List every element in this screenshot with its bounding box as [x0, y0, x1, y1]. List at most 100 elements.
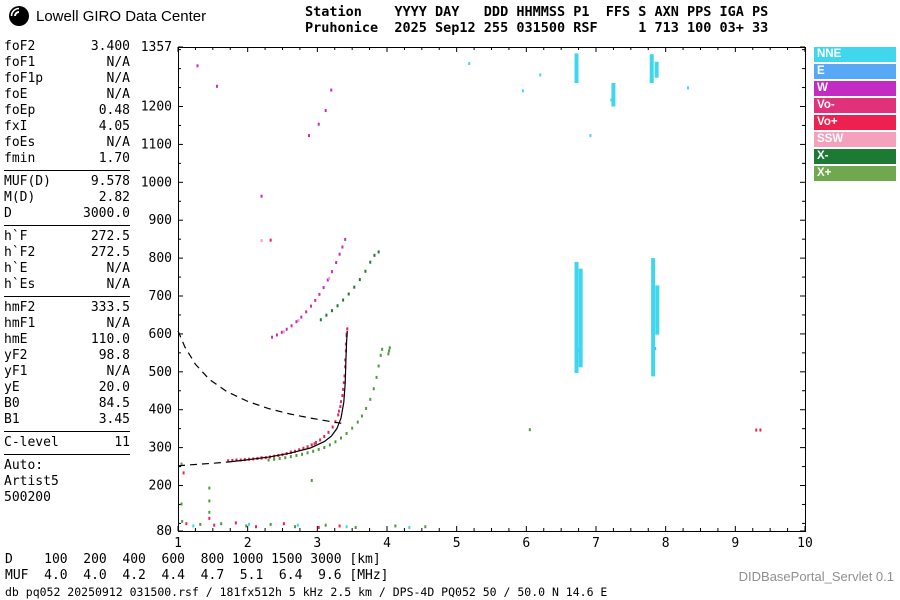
parameter-row: fxI 4.05 [4, 119, 130, 135]
parameter-row: Auto: [4, 458, 130, 474]
station-header-line2: Pruhonice 2025 Sep12 255 031500 RSF 1 71… [305, 20, 769, 36]
y-tick-label: 300 [149, 441, 172, 456]
parameter-label: h`Es [4, 277, 36, 292]
parameter-row: foEp 0.48 [4, 103, 130, 119]
parameter-row: h`E N/A [4, 261, 130, 277]
y-tick-label: 1357 [141, 40, 172, 55]
parameter-value: 333.5 [90, 300, 130, 315]
parameter-row: B0 84.5 [4, 396, 130, 412]
parameter-label: foE [4, 87, 28, 102]
parameter-row: yF1 N/A [4, 364, 130, 380]
series-F-trace-X-mode-X-plus [267, 346, 391, 462]
x-tick-label: 10 [797, 536, 813, 551]
parameter-value: N/A [106, 55, 130, 70]
x-tick-label: 5 [453, 536, 461, 551]
parameter-value: N/A [106, 316, 130, 331]
y-axis: 80 200 300 400 500 600 700 800 900 1000 1100 1200 13… [141, 40, 805, 539]
parameter-label: Auto: [4, 458, 44, 473]
parameter-label: hmE [4, 332, 28, 347]
station-header: Station YYYY DAY DDD HHMMSS P1 FFS S AXN… [305, 4, 768, 36]
legend-item-X-: X- [814, 149, 896, 164]
parameter-value: N/A [106, 71, 130, 86]
series-E-echoes [577, 347, 657, 352]
parameter-row: 500200 [4, 490, 130, 506]
parameter-value: 84.5 [98, 396, 130, 411]
parameter-value: N/A [106, 135, 130, 150]
y-tick-label: 900 [149, 213, 172, 228]
parameter-label: foF2 [4, 39, 36, 54]
x-tick-label: 8 [662, 536, 670, 551]
series-second-hop-X-minus [319, 250, 380, 322]
divider [4, 225, 130, 226]
parameter-value: 3.400 [90, 39, 130, 54]
status-line: db pq052 20250912 031500.rsf / 181fx512h… [5, 585, 608, 599]
legend-item-E: E [814, 64, 896, 79]
y-tick-label: 400 [149, 403, 172, 418]
parameter-label: MUF(D) [4, 174, 51, 189]
series-SSW-echoes [260, 239, 331, 334]
y-tick-label: 200 [149, 479, 172, 494]
legend-item-SSW: SSW [814, 132, 896, 147]
parameter-label: h`E [4, 261, 28, 276]
parameter-value: 3000.0 [83, 206, 130, 221]
muf-table: D 100 200 400 600 800 1000 1500 3000 [km… [5, 552, 389, 583]
parameter-row: foE N/A [4, 87, 130, 103]
parameter-label: foEp [4, 103, 36, 118]
parameter-value: 11 [114, 435, 130, 450]
curve-trace-fit [228, 330, 348, 463]
parameter-value: N/A [106, 364, 130, 379]
parameter-value: 0.48 [98, 103, 130, 118]
divider [4, 170, 130, 171]
parameter-value: 4.05 [98, 119, 130, 134]
parameter-row: yE 20.0 [4, 380, 130, 396]
y-tick-label: 1200 [141, 100, 172, 115]
parameter-label: 500200 [4, 490, 51, 505]
parameter-value: N/A [106, 277, 130, 292]
y-tick-label: 600 [149, 327, 172, 342]
giro-logo-icon [9, 6, 29, 26]
series-second-hop-W [196, 64, 347, 339]
y-tick-label: 500 [149, 365, 172, 380]
x-tick-label: 9 [731, 536, 739, 551]
parameter-label: C-level [4, 435, 59, 450]
polarization-legend: NNE E W Vo- Vo+ SSW X- X+ [814, 47, 896, 183]
parameter-value: N/A [106, 261, 130, 276]
parameter-row: hmF1 N/A [4, 316, 130, 332]
parameter-label: fmin [4, 151, 36, 166]
plot-frame [178, 47, 806, 532]
parameter-panel: foF2 3.400 foF1 N/A foF1p N/A foE N/A foEp 0.48 fx… [4, 39, 130, 506]
series-stray-red [182, 238, 762, 529]
divider [4, 296, 130, 297]
station-header-line1: Station YYYY DAY DDD HHMMSS P1 FFS S AXN… [305, 4, 769, 20]
y-tick-label: 700 [149, 289, 172, 304]
parameter-value: 3.45 [98, 412, 130, 427]
parameter-row: foF1p N/A [4, 71, 130, 87]
parameter-row: foEs N/A [4, 135, 130, 151]
parameter-label: Artist5 [4, 474, 59, 489]
parameter-value: 20.0 [98, 380, 130, 395]
parameter-value: 9.578 [90, 174, 130, 189]
y-tick-label: 80 [156, 524, 172, 539]
legend-item-Vo+: Vo+ [814, 115, 896, 130]
legend-item-NNE: NNE [814, 47, 896, 62]
parameter-row: foF2 3.400 [4, 39, 130, 55]
parameter-label: M(D) [4, 190, 36, 205]
parameter-row: yF2 98.8 [4, 348, 130, 364]
y-tick-label: 1000 [141, 175, 172, 190]
parameter-row: fmin 1.70 [4, 151, 130, 167]
x-axis: 1 2 3 4 5 6 7 8 9 10 [174, 47, 813, 551]
muf-table-row: MUF 4.0 4.0 4.2 4.4 4.7 5.1 6.4 9.6 [MHz… [5, 567, 389, 583]
series-stray-green [180, 428, 531, 529]
lowell-giro-logo: Lowell GIRO Data Center [8, 5, 206, 27]
parameter-row: foF1 N/A [4, 55, 130, 71]
parameter-row: h`F 272.5 [4, 229, 130, 245]
parameter-label: yF1 [4, 364, 28, 379]
parameter-row: Artist5 [4, 474, 130, 490]
curve-extrapolation-top [177, 330, 342, 424]
series-F-trace-Vo-minus [260, 332, 348, 460]
parameter-label: foEs [4, 135, 36, 150]
parameter-label: hmF1 [4, 316, 36, 331]
parameter-label: D [4, 206, 12, 221]
x-tick-label: 7 [592, 536, 600, 551]
